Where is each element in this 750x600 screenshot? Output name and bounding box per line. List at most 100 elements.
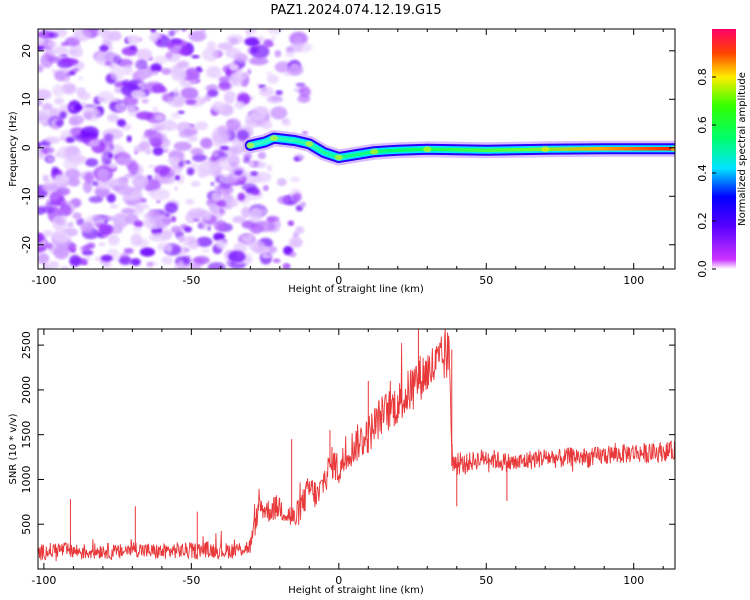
noise-blob — [59, 204, 72, 217]
noise-blob — [192, 218, 200, 222]
noise-blob — [218, 173, 239, 184]
noise-blob — [80, 126, 99, 139]
noise-blob — [246, 242, 257, 248]
noise-blob — [64, 168, 81, 181]
colorbar-gradient — [712, 29, 736, 269]
noise-blob — [54, 152, 62, 158]
noise-blob — [77, 91, 91, 100]
noise-blob — [52, 84, 64, 97]
y-tick-label: -10 — [20, 187, 33, 205]
figure-title: PAZ1.2024.074.12.19.G15 — [270, 3, 441, 18]
noise-blob — [125, 64, 132, 69]
noise-blob — [288, 251, 297, 258]
noise-blob — [67, 48, 84, 58]
noise-blob — [110, 204, 115, 209]
noise-blob — [113, 55, 122, 64]
signal-knot — [671, 145, 675, 152]
noise-blob — [190, 263, 201, 269]
noise-blob — [135, 111, 153, 120]
noise-blob — [122, 65, 133, 76]
y-tick-label: 20 — [20, 44, 33, 58]
noise-blob — [170, 225, 182, 234]
noise-blob — [115, 185, 134, 196]
noise-blob — [207, 225, 211, 231]
noise-blob — [267, 165, 273, 172]
noise-blob — [135, 59, 148, 70]
noise-blob — [295, 82, 306, 87]
noise-blob — [164, 51, 181, 63]
noise-blob — [171, 112, 182, 119]
noise-blob — [260, 120, 273, 130]
y-tick-label: 500 — [20, 514, 33, 535]
noise-blob — [290, 176, 301, 183]
noise-blob — [97, 90, 114, 104]
noise-blob — [42, 174, 49, 183]
snr-panel: -100 -50 0 50 100 500 1000 1500 2000 2500 Height … — [8, 328, 676, 596]
noise-blob — [297, 94, 311, 103]
colorbar-tick-label: 0.4 — [696, 164, 709, 182]
noise-blob — [274, 49, 282, 58]
noise-blob — [257, 106, 268, 116]
noise-blob — [139, 247, 156, 257]
snr-series — [38, 329, 675, 562]
noise-blob — [228, 250, 246, 263]
noise-blob — [255, 220, 276, 232]
noise-blob — [61, 58, 79, 66]
noise-blob — [38, 64, 44, 73]
noise-blob — [73, 29, 92, 42]
noise-blob — [61, 265, 69, 269]
noise-blob — [129, 44, 137, 51]
noise-blob — [165, 42, 175, 49]
noise-blob — [285, 50, 295, 58]
noise-blob — [172, 87, 179, 97]
noise-blob — [48, 260, 60, 269]
noise-blob — [43, 263, 51, 269]
noise-blob — [217, 42, 234, 51]
y-tick-label: 1000 — [20, 465, 33, 493]
noise-blob — [55, 119, 63, 127]
signal-knot — [269, 135, 278, 142]
noise-blob — [116, 118, 127, 127]
noise-blob — [44, 136, 61, 145]
noise-blob — [157, 38, 162, 44]
noise-blob — [146, 261, 154, 268]
noise-blob — [108, 234, 120, 246]
noise-blob — [270, 106, 288, 120]
noise-blob — [226, 166, 243, 173]
noise-blob — [206, 89, 219, 98]
noise-blob — [161, 67, 172, 75]
noise-blob — [38, 99, 43, 107]
x-tick-label: 0 — [335, 574, 342, 587]
noise-blob — [170, 216, 177, 223]
noise-blob — [247, 68, 252, 75]
noise-blob — [54, 174, 69, 186]
noise-blob — [83, 111, 93, 120]
noise-blob — [47, 40, 58, 48]
noise-blob — [263, 39, 274, 48]
spectrogram-xlabel: Height of straight line (km) — [288, 284, 424, 295]
noise-blob — [102, 215, 115, 221]
x-tick-label: 50 — [479, 274, 493, 287]
noise-blob — [126, 135, 132, 143]
noise-blob — [232, 215, 246, 224]
colorbar-tick-label: 0.8 — [696, 68, 709, 86]
noise-blob — [263, 185, 269, 192]
noise-blob — [229, 61, 237, 72]
noise-blob — [223, 90, 237, 103]
noise-blob — [86, 242, 96, 249]
noise-blob — [84, 172, 94, 184]
noise-blob — [111, 97, 120, 103]
noise-blob — [148, 232, 169, 242]
noise-blob — [151, 84, 165, 93]
noise-blob — [38, 45, 45, 51]
noise-blob — [219, 208, 226, 215]
noise-blob — [266, 71, 273, 77]
noise-blob — [127, 106, 138, 117]
noise-blob — [38, 232, 44, 242]
noise-blob — [70, 249, 77, 253]
noise-blob — [80, 221, 95, 233]
noise-blob — [147, 164, 156, 169]
noise-blob — [161, 119, 177, 131]
x-tick-label: -100 — [31, 274, 56, 287]
